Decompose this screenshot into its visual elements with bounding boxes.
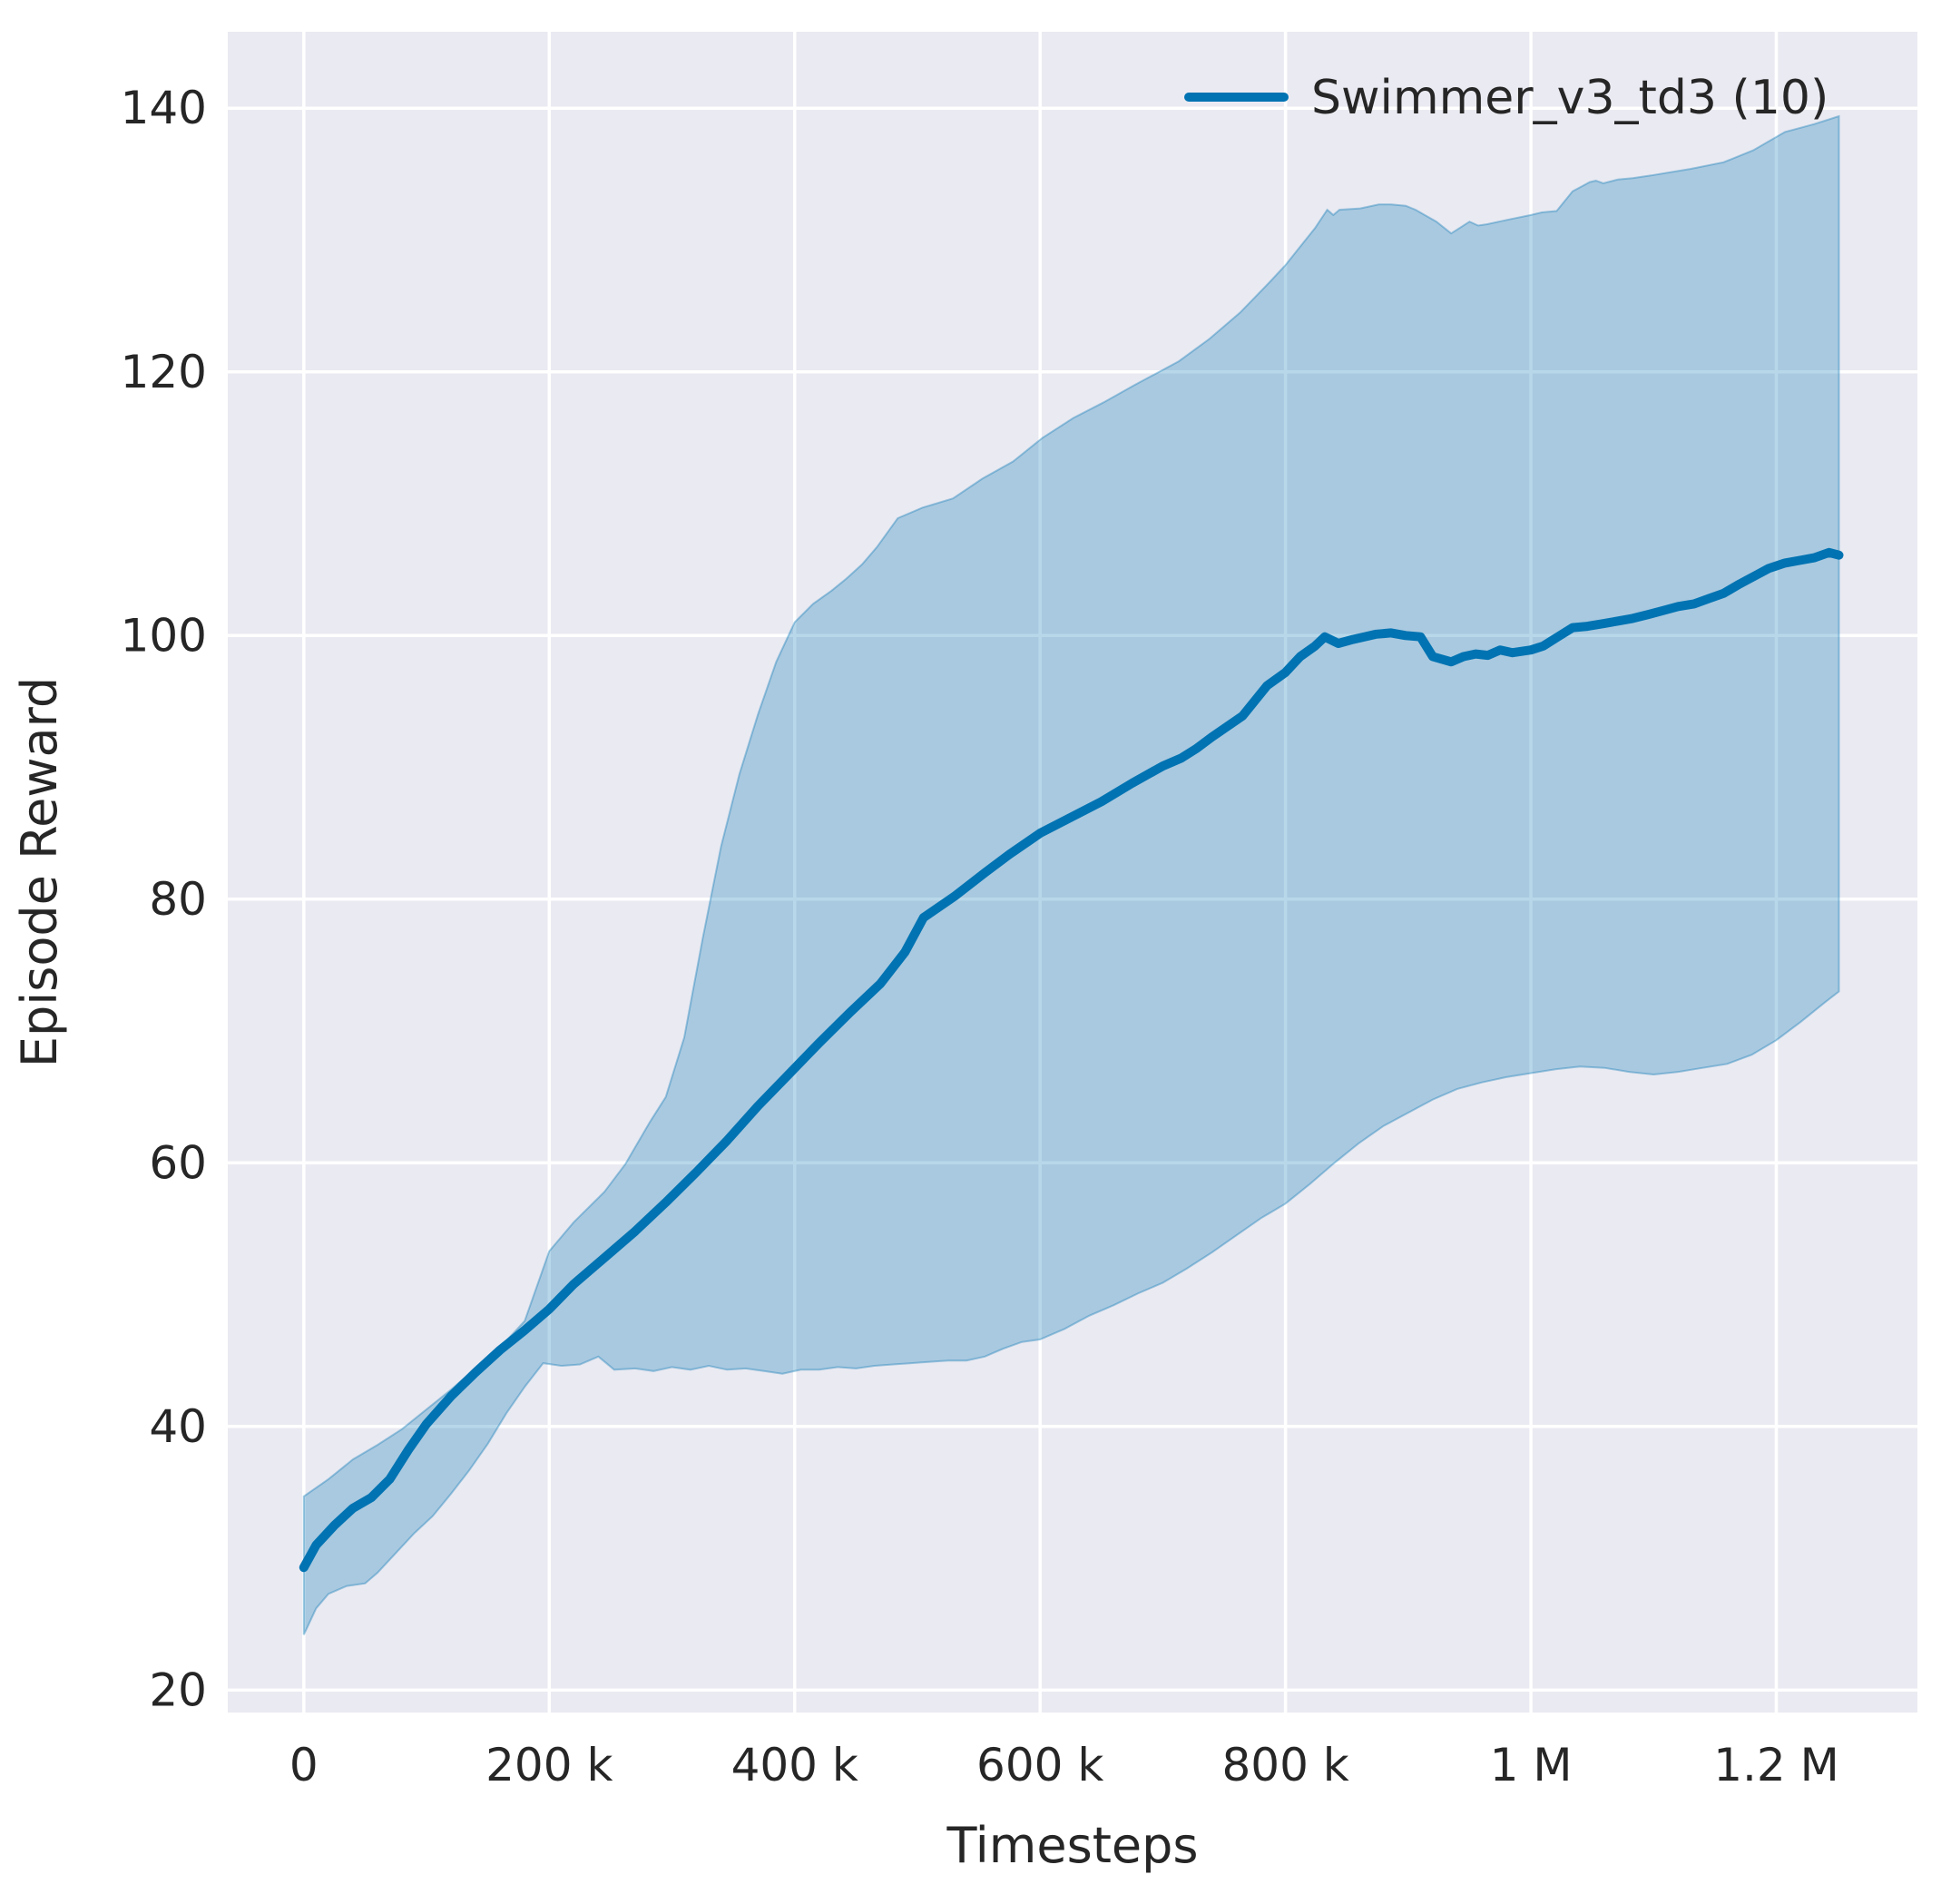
x-tick-label: 1.2 M xyxy=(1713,1739,1839,1791)
x-tick-label: 0 xyxy=(289,1739,319,1791)
y-tick-label: 120 xyxy=(121,346,207,398)
y-tick-label: 100 xyxy=(121,609,207,662)
x-tick-label: 200 k xyxy=(485,1739,613,1791)
x-tick-label: 800 k xyxy=(1221,1739,1348,1791)
y-tick-label: 40 xyxy=(149,1400,207,1453)
x-axis-title: Timesteps xyxy=(946,1817,1198,1874)
grid-lines xyxy=(228,32,1917,1713)
x-tick-label: 600 k xyxy=(976,1739,1103,1791)
y-tick-label: 20 xyxy=(149,1664,207,1716)
mean-line-group xyxy=(299,547,1844,1573)
x-axis-tick-labels: 0 200 k 400 k 600 k 800 k 1 M 1.2 M xyxy=(289,1739,1839,1791)
legend-entry-label: Swimmer_v3_td3 (10) xyxy=(1311,71,1828,125)
legend: Swimmer_v3_td3 (10) xyxy=(1184,71,1828,125)
y-tick-label: 140 xyxy=(121,82,207,134)
confidence-band-group xyxy=(302,114,1840,1635)
y-tick-label: 60 xyxy=(149,1136,207,1189)
x-tick-label: 400 k xyxy=(731,1739,858,1791)
x-tick-label: 1 M xyxy=(1490,1739,1573,1791)
y-axis-tick-labels: 20 40 60 80 100 120 140 xyxy=(121,82,207,1716)
y-axis-title: Episode Reward xyxy=(11,677,68,1067)
mean-reward-line xyxy=(299,547,1844,1573)
y-tick-label: 80 xyxy=(149,873,207,926)
confidence-band xyxy=(302,114,1840,1635)
plot-area xyxy=(228,32,1917,1713)
